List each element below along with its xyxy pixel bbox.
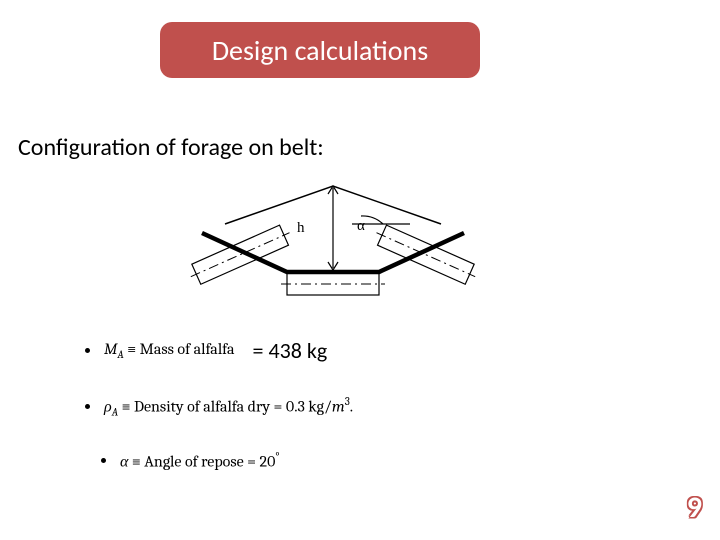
title-box: Design calculations: [160, 22, 480, 78]
bullet-icon: [101, 458, 106, 463]
mass-def: ≡ Mass of alfalfa: [124, 340, 235, 358]
angle-def-pre: ≡ Angle of repose = 20: [128, 452, 275, 470]
equation-angle: α ≡ Angle of repose = 20°: [101, 450, 280, 471]
density-var: ρ: [104, 397, 112, 415]
angle-deg: °: [275, 450, 279, 463]
slide-title: Design calculations: [212, 33, 428, 68]
bullet-icon: [85, 404, 90, 409]
h-label: h: [297, 220, 305, 237]
density-def-pre: ≡ Density of alfalfa dry = 0.3 kg/: [118, 397, 332, 415]
equation-mass: MA ≡ Mass of alfalfa = 438 kg: [85, 337, 327, 364]
angle-expression: α ≡ Angle of repose = 20°: [120, 450, 280, 471]
mass-expression: MA ≡ Mass of alfalfa: [104, 340, 235, 361]
equation-density: ρA ≡ Density of alfalfa dry = 0.3 kg/m3.: [85, 395, 353, 419]
bullet-icon: [85, 348, 90, 353]
density-expression: ρA ≡ Density of alfalfa dry = 0.3 kg/m3.: [104, 395, 353, 419]
belt-diagram: [170, 178, 490, 298]
subtitle: Configuration of forage on belt:: [18, 133, 324, 162]
mass-value: = 438 kg: [253, 337, 328, 364]
mass-var: M: [104, 340, 117, 358]
page-number: 9: [687, 489, 702, 526]
density-def-post: .: [350, 397, 353, 415]
density-unit-base: m: [332, 397, 345, 415]
alpha-label: α: [357, 218, 365, 235]
